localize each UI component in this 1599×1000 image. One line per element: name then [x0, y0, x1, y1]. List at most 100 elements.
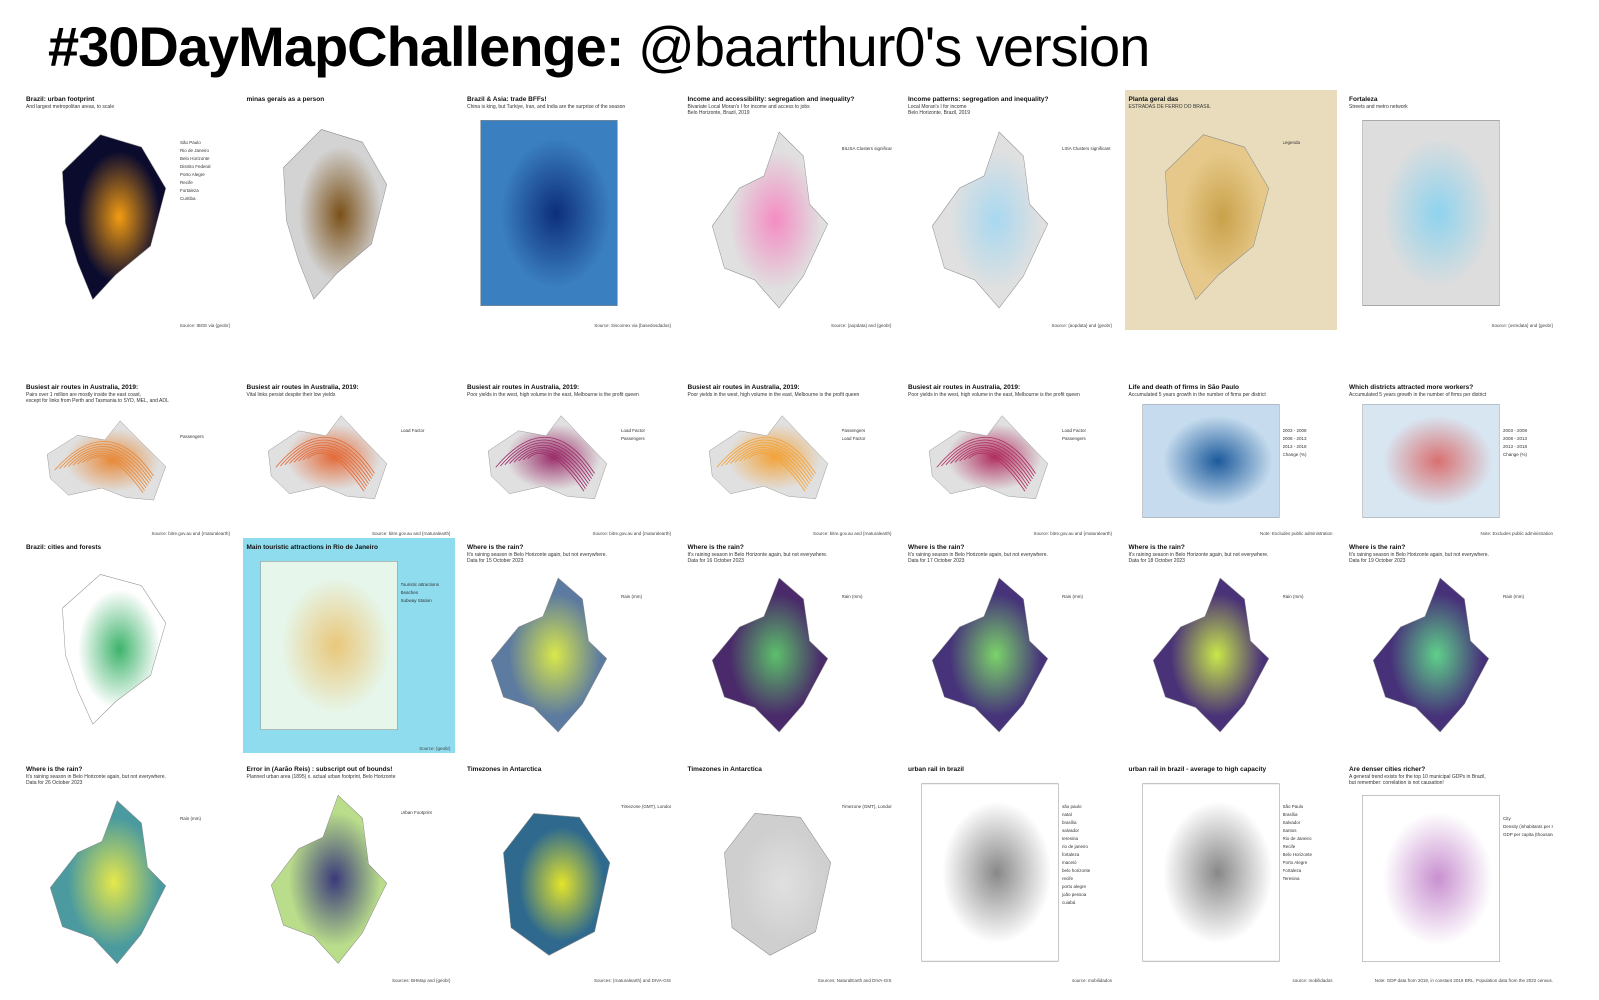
route — [297, 449, 367, 487]
legend-label: belo horizonte — [1062, 868, 1091, 873]
legend-label: Fortaleza — [180, 188, 199, 193]
panel-title: Are denser cities richer? — [1349, 766, 1426, 773]
legend-label: Rain (mm) — [841, 594, 863, 599]
map-shape — [49, 800, 167, 964]
panel-subtitle: Poor yields in the west, high volume in … — [467, 392, 639, 398]
map-shape — [259, 561, 398, 730]
route — [495, 436, 596, 474]
map-shape — [928, 415, 1049, 500]
legend: LISA Clusters significant at 5% — [1062, 146, 1112, 154]
legend: Load Factor Passengers — [1062, 428, 1112, 444]
legend-label: 2003 - 2008 — [1503, 428, 1528, 433]
map-shape — [480, 119, 618, 307]
panel-subtitle: but remember: correlation is not causati… — [1349, 780, 1444, 786]
panel-subtitle: China is king, but Turkiye, Iran, and In… — [467, 104, 626, 110]
map-shape — [1362, 119, 1500, 307]
route — [293, 447, 369, 484]
map-drawing — [1362, 119, 1500, 307]
panel-title: Income and accessibility: segregation an… — [687, 96, 855, 103]
map-panel: urban rail in brazil - average to high c… — [1124, 760, 1337, 985]
route — [77, 453, 147, 489]
route — [509, 444, 591, 482]
route — [734, 447, 810, 484]
map-shape — [723, 813, 831, 956]
legend: Rain (mm) — [842, 594, 892, 602]
title-rest: @baarthur0's version — [638, 15, 1150, 78]
legend: São Paulo Brasília Salvador Santos Rio de Ja… — [1283, 804, 1333, 884]
route — [306, 453, 364, 492]
legend-label: Density (inhabitants per sq. km) — [1503, 824, 1553, 829]
panel-title: Main touristic attractions in Rio de Jan… — [246, 544, 378, 551]
map-panel: Income and accessibility: segregation an… — [683, 90, 896, 330]
legend-label: Porto Alegre — [180, 172, 205, 177]
legend-label: brasília — [1062, 820, 1077, 825]
panel-source: Source: bitre.gov.au and {rnaturalearth} — [813, 531, 892, 536]
route — [738, 449, 808, 487]
map-drawing — [503, 813, 611, 956]
legend-label: Rain (mm) — [1062, 594, 1083, 599]
map-drawing — [928, 415, 1049, 500]
legend-label: Rio de Janeiro — [180, 148, 210, 153]
route — [963, 451, 1027, 489]
panel-source: Note: GDP data from 2019, in constant 20… — [1374, 978, 1553, 983]
map-drawing — [723, 813, 831, 956]
legend-label: Rain (mm) — [621, 594, 642, 599]
map-panel: Where is the rain? It's raining season in… — [463, 538, 675, 753]
map-drawing — [62, 574, 167, 725]
legend-label: GDP per capita (thousands) — [1503, 832, 1553, 837]
legend-label: São Paulo — [1282, 804, 1304, 809]
panel-title: Fortaleza — [1349, 96, 1378, 103]
legend-label: Load Factor — [1062, 428, 1087, 433]
legend: Rain (mm) — [1062, 594, 1112, 602]
panel-title: Busiest air routes in Australia, 2019: — [26, 384, 139, 391]
route — [747, 453, 805, 492]
panel-title: urban rail in brazil - average to high c… — [1128, 766, 1267, 773]
panel-subtitle: Belo Horizonte, Brazil, 2019 — [687, 110, 750, 116]
map-panel: Brazil & Asia: trade BFFs! China is king,… — [463, 90, 675, 330]
legend: Urban Footprint — [401, 810, 451, 818]
legend: Touristic attractions Beaches Subway Stati… — [401, 582, 451, 606]
legend-label: Rain (mm) — [1503, 594, 1524, 599]
panel-subtitle: Local Moran's I for income — [908, 104, 967, 110]
map-drawing — [1152, 577, 1269, 733]
map-shape — [931, 577, 1049, 733]
map-drawing — [1141, 404, 1280, 518]
map-drawing — [921, 783, 1059, 962]
panel-title: Brazil: cities and forests — [26, 544, 102, 551]
panel-title: Busiest air routes in Australia, 2019: — [908, 384, 1021, 391]
legend-label: Santos — [1282, 828, 1297, 833]
panel-subtitle: And largest metropolitan areas, to scale — [26, 104, 115, 110]
map-panel: Where is the rain? It's raining season in… — [1124, 538, 1337, 753]
map-panel: Main touristic attractions in Rio de Jan… — [242, 538, 455, 753]
panel-subtitle: Data for 16 October 2023 — [687, 558, 744, 564]
map-panel: Fortaleza Streets and metro network Source… — [1345, 90, 1557, 330]
route — [518, 449, 588, 487]
panel-source: Source: {osmdata} and {geobr} — [1491, 323, 1553, 328]
map-drawing — [46, 420, 167, 501]
route — [86, 456, 144, 493]
map-shape — [711, 577, 828, 733]
panel-title: Where is the rain? — [1349, 544, 1406, 551]
panel-title: Error in (Aarão Reis) : subscript out of… — [246, 766, 393, 773]
route — [527, 453, 585, 492]
map-panel: urban rail in brazil são paulo natal brasíl… — [904, 760, 1116, 985]
legend-label: Load Factor — [841, 436, 866, 441]
legend-label: 2013 - 2018 — [1282, 444, 1307, 449]
panel-subtitle: Accumulated 5 years growth in the number… — [1349, 392, 1487, 398]
map-drawing — [490, 577, 608, 733]
legend-label: Recife — [1282, 844, 1296, 849]
map-drawing — [62, 134, 167, 300]
legend-label: Change (%) — [1503, 452, 1528, 457]
map-drawing — [1372, 577, 1490, 733]
panel-source: source: mobilidados — [1292, 978, 1333, 983]
legend-label: Touristic attractions — [400, 582, 440, 587]
route — [274, 436, 375, 474]
map-shape — [270, 794, 387, 964]
map-drawing — [1362, 404, 1500, 518]
map-drawing — [931, 131, 1049, 309]
legend-label: Passengers — [180, 434, 204, 439]
panel-source: Source: Siscomex via {basedosdados} — [594, 323, 671, 328]
map-shape — [1372, 577, 1490, 733]
map-panel: Busiest air routes in Australia, 2019: Po… — [683, 378, 896, 538]
